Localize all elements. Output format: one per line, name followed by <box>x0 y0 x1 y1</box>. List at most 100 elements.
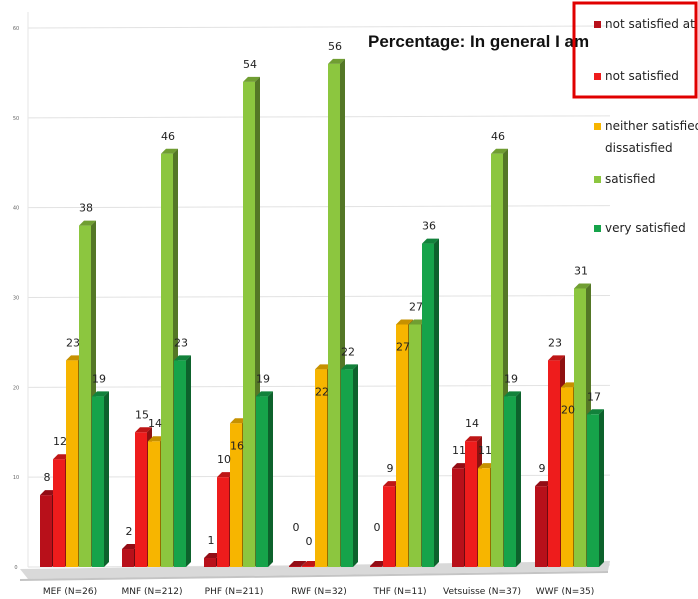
bar-front <box>370 566 382 567</box>
bar-top <box>328 58 345 64</box>
data-label: 17 <box>587 390 601 403</box>
bar-front <box>53 459 65 567</box>
bar-top <box>230 418 247 424</box>
bar-top <box>53 454 70 460</box>
data-label: 19 <box>92 372 106 385</box>
bar <box>422 238 439 567</box>
bar-top <box>289 561 306 566</box>
bar-side <box>353 364 358 567</box>
bar-front <box>478 468 490 567</box>
bar-side <box>268 391 273 567</box>
bar-top <box>409 319 426 325</box>
bar-top <box>491 148 508 154</box>
bar <box>587 409 604 567</box>
y-tick-label: 40 <box>13 206 19 212</box>
y-axis-ticks: 0 10 20 30 40 50 60 <box>13 26 19 571</box>
x-axis-categories: MEF (N=26) MNF (N=212) PHF (N=211) RWF (N=3… <box>43 587 594 597</box>
y-tick-label: 60 <box>13 26 19 32</box>
bar-front <box>491 153 503 567</box>
bar <box>289 561 306 567</box>
bar-top <box>243 76 260 82</box>
bar-top <box>422 238 439 244</box>
bar-top <box>79 220 96 226</box>
bar-top <box>561 382 578 388</box>
data-label: 23 <box>548 336 562 349</box>
bar-front <box>230 423 242 567</box>
bar-front <box>289 566 301 567</box>
data-label: 46 <box>161 130 175 143</box>
gridline <box>27 205 611 209</box>
bar-top <box>161 148 178 154</box>
bar-front <box>204 558 216 567</box>
bar-top <box>535 481 552 487</box>
data-label: 11 <box>478 444 492 457</box>
bar-top <box>370 561 387 566</box>
bar-front <box>135 432 147 567</box>
data-label: 19 <box>256 372 270 385</box>
data-label: 56 <box>328 40 342 53</box>
x-category-label: RWF (N=32) <box>291 587 347 597</box>
gridline <box>27 295 611 298</box>
data-label: 1 <box>208 534 215 547</box>
bar-front <box>256 396 268 567</box>
data-label: 23 <box>66 336 80 349</box>
data-labels: 8122338192151446231101654190022562209272… <box>44 40 602 548</box>
bar-top <box>341 364 358 370</box>
bar-top <box>574 283 591 289</box>
bar-top <box>465 436 482 442</box>
bar-top <box>478 463 495 469</box>
legend-label: dissatisfied <box>605 141 673 155</box>
y-tick-label: 30 <box>13 296 19 302</box>
bar-front <box>302 566 314 567</box>
bar-front <box>383 486 395 567</box>
bar-top <box>452 463 469 469</box>
data-label: 14 <box>465 417 479 430</box>
x-category-label: PHF (N=211) <box>205 587 264 597</box>
legend-label: very satisfied <box>605 221 686 235</box>
legend-label: neither satisfied nor <box>605 119 698 133</box>
bar-front <box>243 81 255 568</box>
data-label: 9 <box>539 462 546 475</box>
legend-swatch <box>594 21 601 28</box>
legend-highlight-box <box>572 1 698 99</box>
data-label: 0 <box>374 521 381 534</box>
bar-side <box>186 355 191 567</box>
bar <box>92 391 109 567</box>
bar-front <box>92 396 104 567</box>
x-category-label: MNF (N=212) <box>121 587 182 597</box>
bar-side <box>599 409 604 567</box>
x-category-label: MEF (N=26) <box>43 587 97 597</box>
bar-front <box>465 441 477 567</box>
data-label: 12 <box>53 435 67 448</box>
data-label: 19 <box>504 372 518 385</box>
bar-front <box>315 369 327 567</box>
floor-edge <box>20 571 608 581</box>
bar-top <box>587 409 604 415</box>
bar-top <box>315 364 332 370</box>
bar <box>256 391 273 567</box>
data-label: 0 <box>306 535 313 548</box>
bar <box>341 364 358 567</box>
legend-label: not satisfied at all <box>605 17 698 31</box>
bar-front <box>574 288 586 567</box>
bar-front <box>409 324 421 567</box>
bar-top <box>174 355 191 361</box>
bar-front <box>504 396 516 567</box>
data-label: 23 <box>174 336 188 349</box>
bar-top <box>135 427 152 433</box>
data-label: 11 <box>452 444 466 457</box>
chart-legend: not satisfied at all not satisfied neither… <box>572 1 698 235</box>
data-label: 22 <box>315 385 329 398</box>
bar-front <box>452 468 464 567</box>
data-label: 46 <box>491 130 505 143</box>
bar-top <box>92 391 109 397</box>
bar-side <box>434 238 439 567</box>
bar-top <box>217 472 234 478</box>
legend-swatch <box>594 176 601 183</box>
bar-top <box>40 490 57 496</box>
x-category-label: WWF (N=35) <box>536 587 595 597</box>
legend-swatch <box>594 123 601 130</box>
legend-swatch <box>594 73 601 80</box>
bar-front <box>328 63 340 567</box>
